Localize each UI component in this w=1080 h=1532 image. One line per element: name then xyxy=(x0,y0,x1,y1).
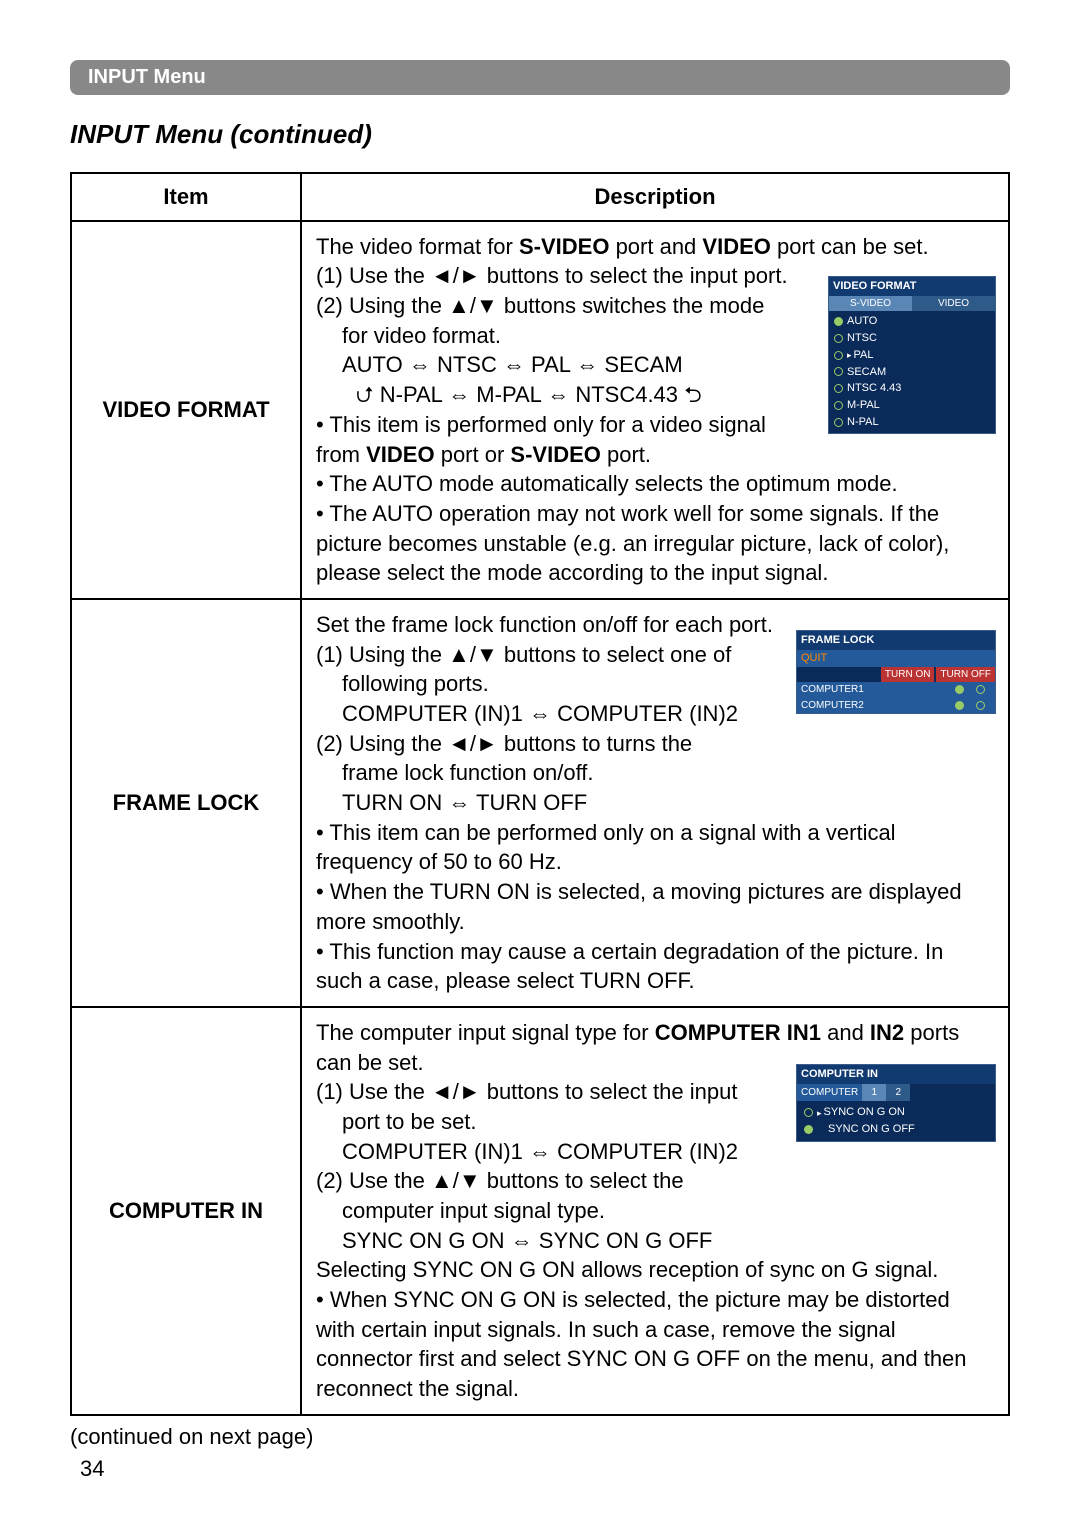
fl-l6: • This item can be performed only on a s… xyxy=(316,820,896,875)
osd-computer-in: COMPUTER IN COMPUTER 1 2 ▸SYNC ON G ON S… xyxy=(796,1064,996,1142)
ci-l4b: computer input signal type. xyxy=(316,1196,994,1226)
osd-vf-opt2: PAL xyxy=(854,348,990,363)
vf-l6b-c: port or xyxy=(435,442,511,467)
vf-l3: (2) Using the ▲/▼ buttons switches the m… xyxy=(316,293,764,318)
item-video-format: VIDEO FORMAT xyxy=(71,221,301,599)
vf-l1c: port and xyxy=(609,234,702,259)
page-number: 34 xyxy=(80,1456,104,1482)
vf-l1b: S-VIDEO xyxy=(519,234,609,259)
header-bar: INPUT Menu xyxy=(70,60,1010,95)
ci-l6: Selecting SYNC ON G ON allows reception … xyxy=(316,1257,938,1282)
osd-ci-num0: 1 xyxy=(862,1084,886,1102)
vf-l6b-e: port. xyxy=(601,442,651,467)
fl-l7: • When the TURN ON is selected, a moving… xyxy=(316,879,962,934)
vf-l7: • The AUTO mode automatically selects th… xyxy=(316,471,898,496)
vf-l6b-a: from xyxy=(316,442,366,467)
vf-l6: • This item is performed only for a vide… xyxy=(316,412,766,437)
input-menu-table: Item Description VIDEO FORMAT The video … xyxy=(70,172,1010,1416)
osd-frame-lock: FRAME LOCK QUIT TURN ONTURN OFF COMPUTER… xyxy=(796,630,996,714)
th-item: Item xyxy=(71,173,301,221)
osd-vf-opt4: NTSC 4.43 xyxy=(847,381,990,396)
fl-l4: (2) Using the ◄/► buttons to turns the xyxy=(316,731,692,756)
vf-l1a: The video format for xyxy=(316,234,519,259)
ci-l1b: COMPUTER IN1 xyxy=(655,1020,821,1045)
osd-ci-opt0: SYNC ON G ON xyxy=(824,1105,988,1120)
vf-l6b-b: VIDEO xyxy=(366,442,434,467)
osd-vf-opt1: NTSC xyxy=(847,331,990,346)
osd-vf-opt5: M-PAL xyxy=(847,398,990,413)
osd-fl-ton: TURN ON xyxy=(881,667,935,683)
header-label: INPUT Menu xyxy=(88,66,206,88)
osd-ci-num1: 2 xyxy=(886,1084,910,1102)
osd-fl-toff: TURN OFF xyxy=(936,667,995,683)
desc-frame-lock: Set the frame lock function on/off for e… xyxy=(301,599,1009,1007)
osd-ci-label: COMPUTER xyxy=(797,1084,862,1102)
fl-l1: Set the frame lock function on/off for e… xyxy=(316,612,773,637)
item-frame-lock: FRAME LOCK xyxy=(71,599,301,1007)
section-title: INPUT Menu (continued) xyxy=(70,119,1010,150)
vf-l1d: VIDEO xyxy=(702,234,770,259)
osd-fl-quit: QUIT xyxy=(797,650,995,667)
osd-fl-row1: COMPUTER2 xyxy=(801,699,949,713)
fl-l5: TURN ON ⇔ TURN OFF xyxy=(316,788,994,818)
vf-l6b-d: S-VIDEO xyxy=(510,442,600,467)
osd-vf-opt0: AUTO xyxy=(847,314,990,329)
ci-l5: SYNC ON G ON ⇔ SYNC ON G OFF xyxy=(316,1226,994,1256)
ci-l7: • When SYNC ON G ON is selected, the pic… xyxy=(316,1287,967,1401)
desc-video-format: The video format for S-VIDEO port and VI… xyxy=(301,221,1009,599)
osd-vf-tab1: VIDEO xyxy=(912,296,995,312)
th-description: Description xyxy=(301,173,1009,221)
desc-computer-in: The computer input signal type for COMPU… xyxy=(301,1007,1009,1415)
vf-l1e: port can be set. xyxy=(771,234,929,259)
osd-vf-opt3: SECAM xyxy=(847,365,990,380)
osd-ci-opt1: SYNC ON G OFF xyxy=(828,1122,988,1137)
fl-l4b: frame lock function on/off. xyxy=(316,758,994,788)
item-computer-in: COMPUTER IN xyxy=(71,1007,301,1415)
ci-l1c: and xyxy=(821,1020,870,1045)
fl-l2: (1) Using the ▲/▼ buttons to select one … xyxy=(316,642,731,667)
osd-video-format: VIDEO FORMAT S-VIDEO VIDEO AUTO NTSC ▸PA… xyxy=(828,276,996,434)
osd-vf-opt6: N-PAL xyxy=(847,415,990,430)
osd-ci-title: COMPUTER IN xyxy=(797,1065,995,1084)
ci-l1d: IN2 xyxy=(870,1020,904,1045)
osd-vf-title: VIDEO FORMAT xyxy=(829,277,995,296)
osd-vf-tab0: S-VIDEO xyxy=(829,296,912,312)
fl-l8: • This function may cause a certain degr… xyxy=(316,939,943,994)
osd-fl-title: FRAME LOCK xyxy=(797,631,995,650)
ci-l1a: The computer input signal type for xyxy=(316,1020,655,1045)
osd-fl-row0: COMPUTER1 xyxy=(801,683,949,697)
ci-l4: (2) Use the ▲/▼ buttons to select the xyxy=(316,1168,684,1193)
continued-note: (continued on next page) xyxy=(70,1424,1010,1450)
vf-l2: (1) Use the ◄/► buttons to select the in… xyxy=(316,263,788,288)
vf-l8: • The AUTO operation may not work well f… xyxy=(316,501,949,585)
ci-l2: (1) Use the ◄/► buttons to select the in… xyxy=(316,1079,737,1104)
